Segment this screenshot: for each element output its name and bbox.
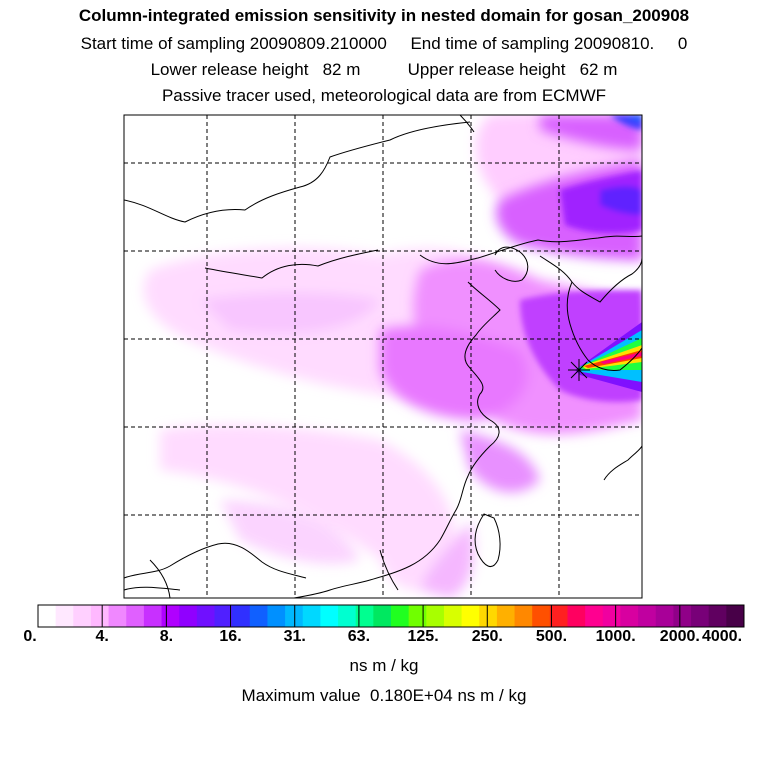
colorbar-segment xyxy=(285,605,304,627)
colorbar-segment xyxy=(585,605,604,627)
sampling-time-line: Start time of sampling 20090809.210000 E… xyxy=(80,34,688,53)
colorbar-segment xyxy=(126,605,145,627)
colorbar-segment xyxy=(408,605,427,627)
colorbar-tick-label: 1000. xyxy=(595,628,636,645)
colorbar-tick-label: 63. xyxy=(347,628,371,645)
colorbar-segment xyxy=(620,605,639,627)
colorbar-segment xyxy=(73,605,92,627)
colorbar-tick-label: 2000. xyxy=(659,628,700,645)
colorbar-segment xyxy=(426,605,445,627)
colorbar-segment xyxy=(691,605,710,627)
colorbar-tick-label: 31. xyxy=(283,628,306,645)
colorbar-segment xyxy=(249,605,268,627)
release-site-marker xyxy=(568,359,590,381)
map-frame xyxy=(123,114,643,599)
colorbar-segment xyxy=(179,605,198,627)
plot-title: Column-integrated emission sensitivity i… xyxy=(78,6,690,25)
colorbar-segment xyxy=(549,605,568,627)
colorbar-segment xyxy=(638,605,657,627)
lat-lon-grid xyxy=(124,115,642,598)
release-height-line: Lower release height 82 m Upper release … xyxy=(150,60,618,79)
colorbar-frame xyxy=(37,604,745,628)
coastlines xyxy=(124,115,642,598)
colorbar-segment xyxy=(232,605,251,627)
colorbar-tick-label: 4000. xyxy=(701,628,743,645)
colorbar-tick-label: 250. xyxy=(471,628,503,645)
colorbar-segment xyxy=(338,605,357,627)
colorbar-segment xyxy=(355,605,374,627)
colorbar-segment xyxy=(161,605,180,627)
colorbar-segment xyxy=(602,605,621,627)
colorbar-segment xyxy=(567,605,586,627)
colorbar-segment xyxy=(673,605,692,627)
colorbar-tick-label: 500. xyxy=(535,628,568,645)
colorbar-tick-label: 16. xyxy=(219,628,242,645)
colorbar-segment xyxy=(479,605,498,627)
colorbar-segment xyxy=(108,605,127,627)
colorbar-segment xyxy=(373,605,392,627)
colorbar-segment xyxy=(532,605,551,627)
colorbar-segment xyxy=(726,605,745,627)
colorbar-segment xyxy=(38,605,57,627)
colorbar-segment xyxy=(214,605,233,627)
colorbar-segment xyxy=(514,605,533,627)
colorbar-segment xyxy=(461,605,480,627)
colorbar-segment xyxy=(90,605,110,627)
colorbar-segment xyxy=(496,605,516,627)
colorbar-segment xyxy=(443,605,463,627)
colorbar-tick-label: 8. xyxy=(159,628,174,645)
colorbar-segment xyxy=(391,605,410,627)
colorbar-tick-label: 125. xyxy=(407,628,439,645)
colorbar-tick-label: 4. xyxy=(95,628,109,645)
colorbar-segment xyxy=(655,605,674,627)
colorbar-segment xyxy=(267,605,286,627)
colorbar-segment xyxy=(143,605,163,627)
colorbar-units: ns m / kg xyxy=(349,656,419,675)
maximum-value-line: Maximum value 0.180E+04 ns m / kg xyxy=(241,686,527,705)
colorbar-segment xyxy=(320,605,339,627)
colorbar xyxy=(37,604,745,628)
colorbar-segment xyxy=(55,605,74,627)
colorbar-segment xyxy=(196,605,215,627)
tracer-info-line: Passive tracer used, meteorological data… xyxy=(161,86,607,105)
colorbar-segment xyxy=(708,605,727,627)
colorbar-segment xyxy=(302,605,321,627)
colorbar-tick-label: 0. xyxy=(23,628,37,645)
